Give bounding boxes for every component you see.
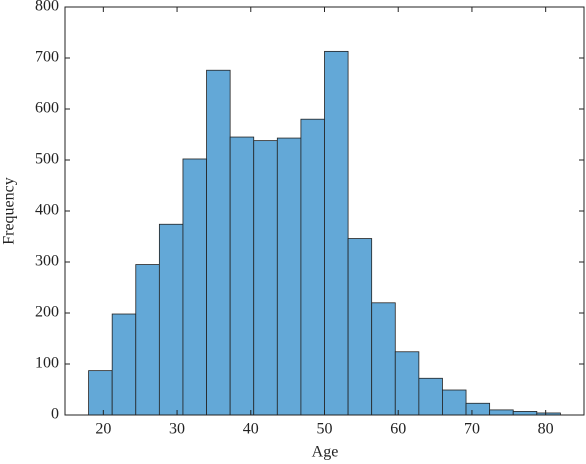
bar — [276, 137, 302, 416]
bar — [324, 50, 349, 416]
y-tick-label: 600 — [35, 100, 59, 117]
bar — [206, 69, 231, 416]
bar — [442, 389, 467, 416]
bar — [182, 158, 207, 416]
y-tick-label: 0 — [51, 406, 59, 423]
bar — [88, 370, 113, 416]
y-axis-label: Frequency — [1, 177, 18, 245]
y-tick-label: 400 — [35, 202, 59, 219]
bar — [253, 140, 278, 416]
x-axis-label: Age — [312, 444, 339, 461]
bar — [394, 351, 420, 416]
y-tick-label: 300 — [35, 253, 59, 270]
bar — [111, 313, 137, 416]
x-tick-label: 80 — [538, 421, 554, 438]
bar — [418, 377, 443, 416]
x-tick-label: 70 — [464, 421, 480, 438]
x-tick-label: 40 — [243, 421, 259, 438]
y-tick-label: 200 — [35, 304, 59, 321]
x-tick-label: 60 — [390, 421, 406, 438]
bar — [347, 238, 373, 416]
x-tick-label: 30 — [169, 421, 185, 438]
y-tick-label: 100 — [35, 355, 59, 372]
bar — [300, 118, 325, 416]
x-tick-label: 50 — [317, 421, 333, 438]
x-tick-label: 20 — [95, 421, 111, 438]
y-tick-label: 700 — [35, 49, 59, 66]
bar — [229, 136, 255, 416]
bar — [135, 264, 160, 416]
bar — [371, 302, 396, 416]
y-tick-label: 500 — [35, 151, 59, 168]
bar — [512, 411, 538, 416]
bar — [489, 409, 514, 416]
bar — [158, 223, 184, 416]
y-tick-label: 800 — [35, 0, 59, 15]
bar — [465, 402, 491, 416]
